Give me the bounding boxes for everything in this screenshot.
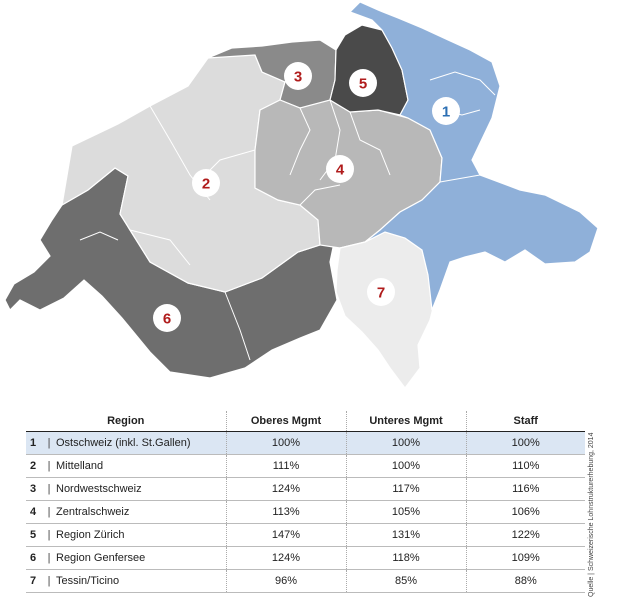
region-number: 1 [30, 437, 37, 449]
staff-cell: 116% [465, 477, 585, 501]
staff-cell: 100% [465, 431, 585, 455]
region-cell: 6 | Region Genfersee [26, 546, 226, 570]
staff-cell: 109% [465, 546, 585, 570]
staff-cell: 106% [465, 500, 585, 524]
table-row: 5 | Region Zürich 147% 131% 122% [26, 523, 585, 547]
region-cell: 1 | Ostschweiz (inkl. St.Gallen) [26, 431, 226, 455]
table-row: 7 | Tessin/Ticino 96% 85% 88% [26, 569, 585, 593]
region-label-5: 5 [349, 69, 377, 97]
svg-text:4: 4 [336, 162, 345, 179]
region-1-area [348, 1, 599, 311]
region-cell: 7 | Tessin/Ticino [26, 569, 226, 593]
region-name: Mittelland [56, 460, 104, 472]
region-name: Nordwestschweiz [56, 483, 142, 495]
region-label-4: 4 [326, 155, 354, 183]
region-name: Region Zürich [56, 529, 125, 541]
region-number: 7 [30, 575, 37, 587]
separator: | [47, 437, 51, 449]
unteres-mgmt-cell: 131% [345, 523, 466, 547]
separator: | [47, 506, 51, 518]
oberes-mgmt-cell: 124% [225, 546, 346, 570]
region-name: Ostschweiz (inkl. St.Gallen) [56, 437, 191, 449]
unteres-mgmt-cell: 85% [345, 569, 466, 593]
region-label-1: 1 [432, 97, 460, 125]
table-row: 2 | Mittelland 111% 100% 110% [26, 454, 585, 478]
staff-cell: 110% [465, 454, 585, 478]
region-cell: 5 | Region Zürich [26, 523, 226, 547]
svg-text:3: 3 [294, 69, 302, 86]
salary-table: Region Oberes Mgmt Unteres Mgmt Staff 1 |… [26, 411, 585, 593]
table-row: 1 | Ostschweiz (inkl. St.Gallen) 100% 100% 10… [26, 431, 585, 455]
svg-text:2: 2 [202, 176, 210, 193]
svg-text:5: 5 [359, 76, 367, 93]
region-label-2: 2 [192, 169, 220, 197]
switzerland-map: 1 2 3 4 5 6 7 [4, 1, 599, 389]
unteres-mgmt-cell: 117% [345, 477, 466, 501]
unteres-mgmt-cell: 105% [345, 500, 466, 524]
region-cell: 3 | Nordwestschweiz [26, 477, 226, 501]
staff-cell: 122% [465, 523, 585, 547]
oberes-mgmt-cell: 147% [225, 523, 346, 547]
svg-text:1: 1 [442, 104, 450, 121]
header-region: Region [107, 415, 145, 427]
table-row: 3 | Nordwestschweiz 124% 117% 116% [26, 477, 585, 501]
oberes-mgmt-cell: 100% [225, 431, 346, 455]
unteres-mgmt-cell: 100% [345, 454, 466, 478]
header-unteres-mgmt: Unteres Mgmt [345, 411, 466, 432]
region-badges: 1 2 3 4 5 6 7 [153, 62, 460, 332]
svg-text:7: 7 [377, 285, 385, 302]
unteres-mgmt-cell: 118% [345, 546, 466, 570]
staff-cell: 88% [465, 569, 585, 593]
oberes-mgmt-cell: 96% [225, 569, 346, 593]
region-label-7: 7 [367, 278, 395, 306]
table-header-row: Region Oberes Mgmt Unteres Mgmt Staff [26, 411, 585, 432]
oberes-mgmt-cell: 124% [225, 477, 346, 501]
oberes-mgmt-cell: 113% [225, 500, 346, 524]
header-staff: Staff [465, 411, 585, 432]
region-number: 3 [30, 483, 37, 495]
region-number: 4 [30, 506, 37, 518]
region-7-area [335, 231, 436, 389]
separator: | [47, 575, 51, 587]
separator: | [47, 529, 51, 541]
oberes-mgmt-cell: 111% [225, 454, 346, 478]
region-cell: 4 | Zentralschweiz [26, 500, 226, 524]
table-row: 6 | Region Genfersee 124% 118% 109% [26, 546, 585, 570]
header-oberes-mgmt: Oberes Mgmt [225, 411, 346, 432]
table-row: 4 | Zentralschweiz 113% 105% 106% [26, 500, 585, 524]
region-label-6: 6 [153, 304, 181, 332]
separator: | [47, 460, 51, 472]
source-note: Quelle | Schweizerische Lohnstrukturerhe… [588, 432, 595, 597]
separator: | [47, 552, 51, 564]
region-name: Tessin/Ticino [56, 575, 120, 587]
region-cell: 2 | Mittelland [26, 454, 226, 478]
region-number: 6 [30, 552, 37, 564]
svg-text:6: 6 [163, 311, 171, 328]
unteres-mgmt-cell: 100% [345, 431, 466, 455]
region-number: 5 [30, 529, 37, 541]
separator: | [47, 483, 51, 495]
region-number: 2 [30, 460, 37, 472]
region-name: Region Genfersee [56, 552, 146, 564]
region-name: Zentralschweiz [56, 506, 130, 518]
region-label-3: 3 [284, 62, 312, 90]
